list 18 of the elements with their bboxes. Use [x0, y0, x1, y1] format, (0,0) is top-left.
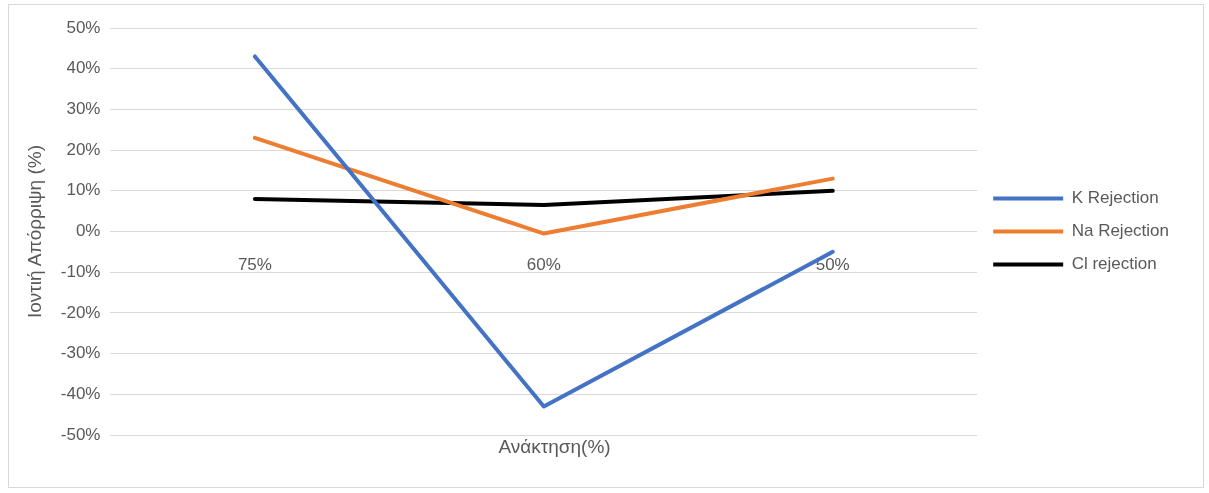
legend-label: Na Rejection: [1071, 221, 1169, 241]
legend-label: K Rejection: [1071, 188, 1159, 208]
y-tick-label: 20%: [66, 139, 101, 159]
y-tick-label: -50%: [60, 424, 101, 444]
y-tick-label: -10%: [60, 261, 101, 281]
x-tick-label: 60%: [526, 255, 561, 275]
y-tick-label: 40%: [66, 58, 101, 78]
y-tick-label: -40%: [60, 383, 101, 403]
y-tick-label: 30%: [66, 99, 101, 119]
y-axis-title: Ιοντιή Απόρριψη (%): [23, 145, 45, 318]
y-tick-label: 10%: [66, 180, 101, 200]
y-tick-label: 50%: [66, 17, 101, 37]
legend-label: Cl rejection: [1071, 254, 1157, 274]
y-tick-label: -20%: [60, 302, 101, 322]
x-axis-title: Ανάκτηση(%): [498, 436, 611, 457]
y-tick-label: -30%: [60, 343, 101, 363]
x-tick-label: 75%: [237, 255, 272, 275]
y-tick-label: 0%: [75, 221, 101, 241]
